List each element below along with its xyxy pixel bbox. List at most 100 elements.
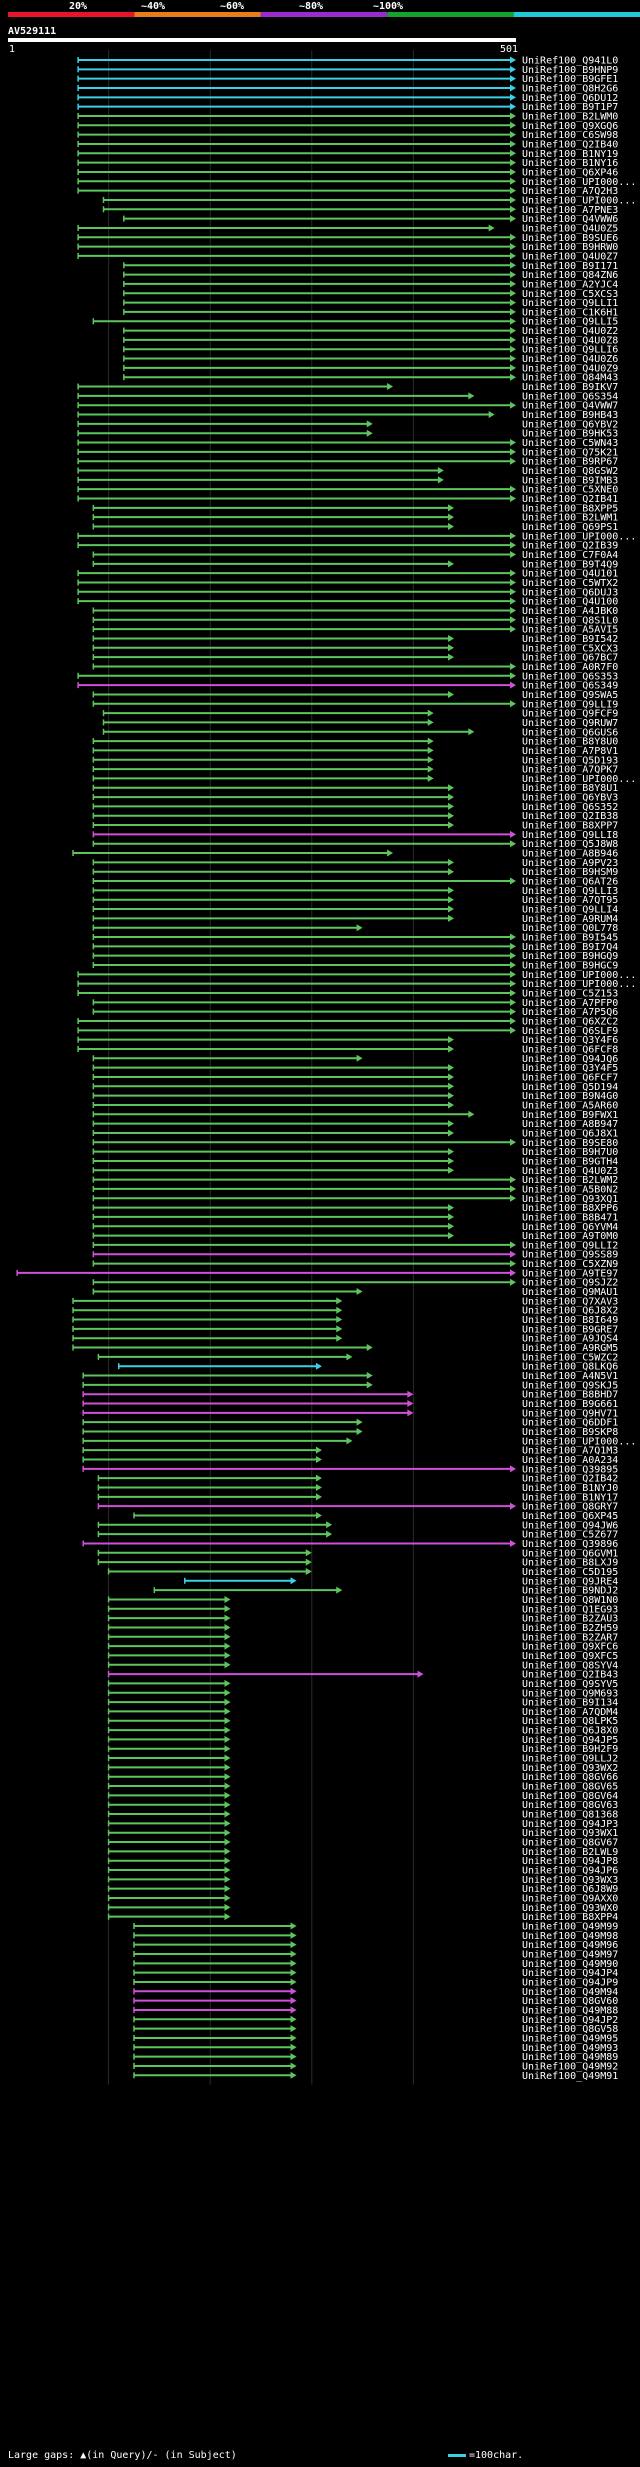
hit-label[interactable]: UniRef100_Q8H2G6 [522,83,618,94]
hit-label[interactable]: UniRef100_B9H7U0 [522,1147,618,1158]
hit-row[interactable]: UniRef100_B8XPP4 [107,1912,619,1923]
hit-row[interactable]: UniRef100_Q49M94 [133,1987,618,1998]
hit-row[interactable]: UniRef100_B9HK53 [77,429,618,440]
hit-label[interactable]: UniRef100_Q9LLI9 [522,699,618,710]
hit-label[interactable]: UniRef100_B9HRW0 [522,242,618,253]
hit-row[interactable]: UniRef100_B9RP67 [77,457,618,468]
hit-row[interactable]: UniRef100_B1NY19 [77,149,618,160]
hit-row[interactable]: UniRef100_A7Q2H3 [77,186,618,197]
hit-label[interactable]: UniRef100_A7Q1M3 [522,1446,618,1457]
hit-label[interactable]: UniRef100_Q6SLF9 [522,1026,618,1037]
hit-row[interactable]: UniRef100_Q8GRY7 [97,1502,618,1513]
hit-label[interactable]: UniRef100_B9T1P7 [522,102,618,113]
hit-row[interactable]: UniRef100_Q8LPK5 [107,1716,619,1727]
hit-row[interactable]: UniRef100_Q6DUJ3 [77,587,618,598]
hit-label[interactable]: UniRef100_Q9LLI1 [522,298,618,309]
hit-row[interactable]: UniRef100_Q3Y4F5 [92,1063,618,1074]
hit-label[interactable]: UniRef100_B9GRE7 [522,1324,618,1335]
hit-label[interactable]: UniRef100_Q4U0Z3 [522,1166,618,1177]
hit-row[interactable]: UniRef100_Q8S1L0 [92,615,618,626]
hit-label[interactable]: UniRef100_Q0L778 [522,923,618,934]
hit-row[interactable]: UniRef100_B9N4G0 [92,1091,618,1102]
hit-label[interactable]: UniRef100_Q4U0Z7 [522,251,618,262]
hit-row[interactable]: UniRef100_Q9RUW7 [102,718,619,729]
hit-label[interactable]: UniRef100_Q94JP2 [522,2015,618,2026]
hit-row[interactable]: UniRef100_Q9LLI4 [92,905,618,916]
hit-row[interactable]: UniRef100_A5B0N2 [92,1184,618,1195]
hit-label[interactable]: UniRef100_B9I545 [522,933,618,944]
hit-label[interactable]: UniRef100_A9PV23 [522,858,618,869]
hit-row[interactable]: UniRef100_Q8GV63 [107,1800,619,1811]
hit-label[interactable]: UniRef100_Q8W1N0 [522,1595,618,1606]
hit-row[interactable]: UniRef100_C6SW98 [77,130,618,141]
hit-label[interactable]: UniRef100_B9SE80 [522,1138,618,1149]
hit-label[interactable]: UniRef100_Q9MAU1 [522,1287,618,1298]
hit-label[interactable]: UniRef100_B9HB43 [522,410,618,421]
hit-row[interactable]: UniRef100_Q0L778 [92,923,618,934]
hit-row[interactable]: UniRef100_A7QT95 [92,895,618,906]
hit-row[interactable]: UniRef100_Q4U100 [77,597,618,608]
hit-label[interactable]: UniRef100_Q2IB39 [522,541,618,552]
hit-row[interactable]: UniRef100_Q6YBV2 [77,419,618,430]
hit-label[interactable]: UniRef100_Q9SS89 [522,1250,618,1261]
hit-label[interactable]: UniRef100_A5AR60 [522,1100,618,1111]
hit-label[interactable]: UniRef100_B9GFE1 [522,74,618,85]
hit-label[interactable]: UniRef100_UPI000... [522,774,636,785]
hit-row[interactable]: UniRef100_Q5D193 [92,755,618,766]
hit-row[interactable]: UniRef100_Q6FCF7 [92,1072,618,1083]
hit-row[interactable]: UniRef100_Q93XQ1 [92,1194,618,1205]
hit-label[interactable]: UniRef100_Q94JP6 [522,1866,618,1877]
hit-label[interactable]: UniRef100_Q39895 [522,1464,618,1475]
hit-row[interactable]: UniRef100_B1NYJ0 [97,1483,618,1494]
hit-label[interactable]: UniRef100_Q2IB43 [522,1670,618,1681]
hit-row[interactable]: UniRef100_C5XNE0 [77,485,618,496]
hit-row[interactable]: UniRef100_Q6XP45 [133,1511,618,1522]
hit-row[interactable]: UniRef100_UPI000... [82,1436,636,1447]
hit-label[interactable]: UniRef100_Q5J8W8 [522,839,618,850]
hit-row[interactable]: UniRef100_Q6XP46 [77,167,618,178]
hit-row[interactable]: UniRef100_Q39896 [82,1539,618,1550]
hit-label[interactable]: UniRef100_Q8S1L0 [522,615,618,626]
hit-row[interactable]: UniRef100_Q941L0 [77,56,618,67]
hit-row[interactable]: UniRef100_Q9LLI3 [92,886,618,897]
hit-label[interactable]: UniRef100_Q6GVM1 [522,1548,618,1559]
hit-row[interactable]: UniRef100_A9TE97 [16,1268,618,1279]
hit-label[interactable]: UniRef100_B9IMB3 [522,475,618,486]
hit-row[interactable]: UniRef100_B2ZAU3 [107,1614,619,1625]
hit-label[interactable]: UniRef100_Q9LLI4 [522,905,618,916]
hit-label[interactable]: UniRef100_A4JBK0 [522,606,618,617]
hit-row[interactable]: UniRef100_Q9XGQ6 [77,121,618,132]
hit-row[interactable]: UniRef100_Q84M43 [123,373,619,384]
hit-label[interactable]: UniRef100_Q3Y4F5 [522,1063,618,1074]
hit-row[interactable]: UniRef100_Q6SLF9 [77,1026,618,1037]
hit-label[interactable]: UniRef100_Q94JW6 [522,1520,618,1531]
hit-label[interactable]: UniRef100_B2ZH59 [522,1623,618,1634]
hit-row[interactable]: UniRef100_Q8GV58 [133,2024,618,2035]
hit-label[interactable]: UniRef100_Q9RUW7 [522,718,618,729]
hit-row[interactable]: UniRef100_C5XCX3 [92,643,618,654]
hit-row[interactable]: UniRef100_Q8GV67 [107,1838,619,1849]
hit-row[interactable]: UniRef100_Q5J8W8 [92,839,618,850]
hit-row[interactable]: UniRef100_Q93WX2 [107,1763,619,1774]
hit-label[interactable]: UniRef100_B8BHD7 [522,1390,618,1401]
hit-row[interactable]: UniRef100_Q9AXX0 [107,1894,619,1905]
hit-label[interactable]: UniRef100_Q6S354 [522,391,618,402]
hit-label[interactable]: UniRef100_Q5D194 [522,1082,618,1093]
hit-row[interactable]: UniRef100_Q9LLI5 [92,317,618,328]
hit-row[interactable]: UniRef100_Q4U0Z2 [123,326,619,337]
hit-row[interactable]: UniRef100_Q6J8X1 [92,1128,618,1139]
hit-label[interactable]: UniRef100_Q84ZN6 [522,270,618,281]
hit-label[interactable]: UniRef100_B9HNP9 [522,65,618,76]
hit-row[interactable]: UniRef100_B9FWX1 [92,1110,618,1121]
hit-row[interactable]: UniRef100_B2ZH59 [107,1623,619,1634]
hit-label[interactable]: UniRef100_B9SUE6 [522,233,618,244]
hit-row[interactable]: UniRef100_UPI000... [102,195,637,206]
hit-row[interactable]: UniRef100_A2YJC4 [123,279,619,290]
hit-label[interactable]: UniRef100_C1K6H1 [522,307,618,318]
hit-label[interactable]: UniRef100_Q9SWA5 [522,690,618,701]
hit-row[interactable]: UniRef100_B9I545 [92,933,618,944]
hit-label[interactable]: UniRef100_B2LWL9 [522,1847,618,1858]
hit-row[interactable]: UniRef100_Q49M96 [133,1940,618,1951]
hit-label[interactable]: UniRef100_Q9XGQ6 [522,121,618,132]
hit-label[interactable]: UniRef100_Q6FCF8 [522,1044,618,1055]
